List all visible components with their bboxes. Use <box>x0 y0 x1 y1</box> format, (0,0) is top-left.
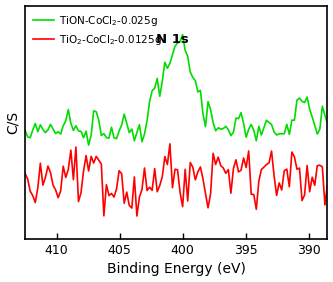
TiO$_2$-CoCl$_2$-0.0125g <box>23 172 27 175</box>
TiO$_2$-CoCl$_2$-0.0125g <box>196 170 200 173</box>
Text: N 1s: N 1s <box>156 33 189 46</box>
TiO$_2$-CoCl$_2$-0.0125g <box>267 161 271 165</box>
TiON-CoCl$_2$-0.025g <box>180 33 184 36</box>
TiO$_2$-CoCl$_2$-0.0125g <box>135 214 139 218</box>
TiO$_2$-CoCl$_2$-0.0125g <box>87 169 91 173</box>
TiO$_2$-CoCl$_2$-0.0125g <box>105 183 109 186</box>
TiON-CoCl$_2$-0.025g <box>320 105 324 108</box>
TiON-CoCl$_2$-0.025g <box>236 117 240 120</box>
TiO$_2$-CoCl$_2$-0.0125g <box>168 142 172 146</box>
Legend: TiON-CoCl$_2$-0.025g, TiO$_2$-CoCl$_2$-0.0125g: TiON-CoCl$_2$-0.025g, TiO$_2$-CoCl$_2$-0… <box>30 11 166 50</box>
TiON-CoCl$_2$-0.025g <box>325 122 329 125</box>
TiO$_2$-CoCl$_2$-0.0125g <box>236 170 240 174</box>
TiON-CoCl$_2$-0.025g <box>89 133 93 136</box>
Line: TiON-CoCl$_2$-0.025g: TiON-CoCl$_2$-0.025g <box>25 35 327 145</box>
TiO$_2$-CoCl$_2$-0.0125g <box>320 165 324 169</box>
TiON-CoCl$_2$-0.025g <box>196 90 200 94</box>
X-axis label: Binding Energy (eV): Binding Energy (eV) <box>107 263 246 276</box>
Line: TiO$_2$-CoCl$_2$-0.0125g: TiO$_2$-CoCl$_2$-0.0125g <box>25 144 327 216</box>
TiON-CoCl$_2$-0.025g <box>23 129 27 132</box>
TiON-CoCl$_2$-0.025g <box>87 144 91 147</box>
TiON-CoCl$_2$-0.025g <box>267 121 271 124</box>
TiO$_2$-CoCl$_2$-0.0125g <box>325 183 329 186</box>
TiON-CoCl$_2$-0.025g <box>107 136 111 140</box>
Y-axis label: C/S: C/S <box>6 111 20 134</box>
